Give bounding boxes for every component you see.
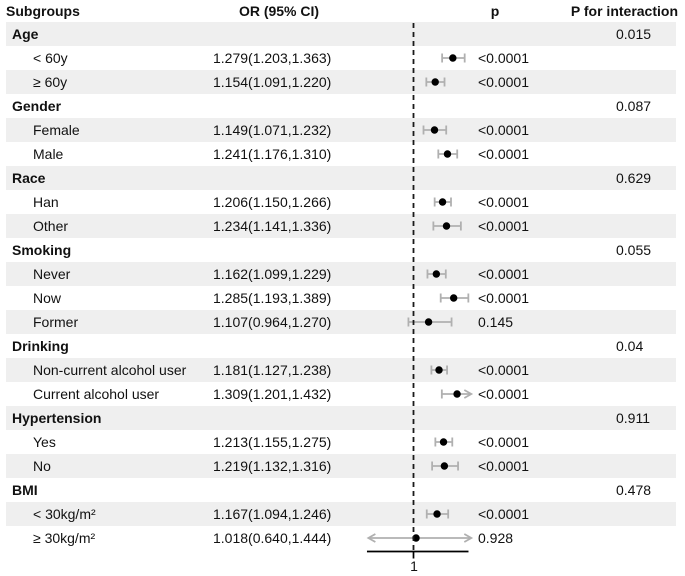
table-row: Non-current alcohol user 1.181(1.127,1.23… [0, 358, 685, 382]
table-row: Male 1.241(1.176,1.310) <0.0001 [0, 142, 685, 166]
row-p-value: <0.0001 [478, 74, 529, 90]
row-p-interaction: 0.015 [616, 26, 652, 42]
row-p-value: 0.928 [478, 530, 514, 546]
row-p-value: <0.0001 [478, 146, 529, 162]
row-p-interaction: 0.087 [616, 98, 652, 114]
row-label: Hypertension [12, 410, 102, 426]
table-row: Current alcohol user 1.309(1.201,1.432) <0… [0, 382, 685, 406]
row-or-ci: 1.241(1.176,1.310) [213, 146, 332, 162]
row-label: < 30kg/m² [33, 506, 96, 522]
table-row: Han 1.206(1.150,1.266) <0.0001 [0, 190, 685, 214]
table-row: BMI 0.478 [0, 478, 685, 502]
header-or-ci: OR (95% CI) [238, 3, 320, 19]
row-or-ci: 1.107(0.964,1.270) [213, 314, 332, 330]
row-or-ci: 1.154(1.091,1.220) [213, 74, 332, 90]
row-band [6, 214, 676, 238]
table-row: < 60y 1.279(1.203,1.363) <0.0001 [0, 46, 685, 70]
row-p-value: <0.0001 [478, 386, 529, 402]
table-row: < 30kg/m² 1.167(1.094,1.246) <0.0001 [0, 502, 685, 526]
row-or-ci: 1.234(1.141,1.336) [213, 218, 332, 234]
axis-ref-label: 1 [410, 558, 418, 574]
row-band [6, 70, 676, 94]
row-p-value: <0.0001 [478, 122, 529, 138]
row-p-value: <0.0001 [478, 458, 529, 474]
row-label: Female [33, 122, 80, 138]
table-row: Former 1.107(0.964,1.270) 0.145 [0, 310, 685, 334]
row-p-interaction: 0.04 [616, 338, 644, 354]
row-label: ≥ 60y [33, 74, 68, 90]
table-row: Female 1.149(1.071,1.232) <0.0001 [0, 118, 685, 142]
row-or-ci: 1.206(1.150,1.266) [213, 194, 332, 210]
table-row: Yes 1.213(1.155,1.275) <0.0001 [0, 430, 685, 454]
row-band [6, 166, 676, 190]
row-p-value: 0.145 [478, 314, 514, 330]
row-label: No [33, 458, 51, 474]
row-or-ci: 1.285(1.193,1.389) [213, 290, 332, 306]
table-row: No 1.219(1.132,1.316) <0.0001 [0, 454, 685, 478]
row-label: Current alcohol user [33, 386, 160, 402]
row-band [6, 358, 676, 382]
row-band [6, 406, 676, 430]
table-row: Smoking 0.055 [0, 238, 685, 262]
row-label: Age [12, 26, 39, 42]
row-p-interaction: 0.911 [616, 410, 650, 426]
row-band [6, 454, 676, 478]
table-row: Other 1.234(1.141,1.336) <0.0001 [0, 214, 685, 238]
row-band [6, 262, 676, 286]
row-label: Former [33, 314, 79, 330]
row-label: Never [33, 266, 71, 282]
table-header: Subgroups OR (95% CI) p P for interactio… [0, 0, 685, 22]
row-or-ci: 1.213(1.155,1.275) [213, 434, 332, 450]
row-label: Non-current alcohol user [33, 362, 187, 378]
row-p-interaction: 0.478 [616, 482, 652, 498]
table-row: Hypertension 0.911 [0, 406, 685, 430]
row-label: Han [33, 194, 59, 210]
row-label: Now [33, 290, 62, 306]
row-label: Male [33, 146, 64, 162]
table-row: ≥ 60y 1.154(1.091,1.220) <0.0001 [0, 70, 685, 94]
row-or-ci: 1.167(1.094,1.246) [213, 506, 332, 522]
row-label: BMI [12, 482, 38, 498]
row-p-value: <0.0001 [478, 434, 529, 450]
row-or-ci: 1.018(0.640,1.444) [213, 530, 332, 546]
row-p-value: <0.0001 [478, 194, 529, 210]
header-p-interaction: P for interaction [570, 3, 678, 19]
table-row: Now 1.285(1.193,1.389) <0.0001 [0, 286, 685, 310]
row-or-ci: 1.162(1.099,1.229) [213, 266, 332, 282]
header-subgroups: Subgroups [6, 3, 80, 19]
row-p-value: <0.0001 [478, 50, 529, 66]
row-p-value: <0.0001 [478, 218, 529, 234]
row-label: Drinking [12, 338, 69, 354]
table-row: Gender 0.087 [0, 94, 685, 118]
row-label: ≥ 30kg/m² [33, 530, 96, 546]
row-p-interaction: 0.629 [616, 170, 652, 186]
table-row: Never 1.162(1.099,1.229) <0.0001 [0, 262, 685, 286]
row-or-ci: 1.219(1.132,1.316) [213, 458, 332, 474]
row-band [6, 310, 676, 334]
row-or-ci: 1.181(1.127,1.238) [213, 362, 332, 378]
row-label: Race [12, 170, 46, 186]
row-p-value: <0.0001 [478, 266, 529, 282]
table-row: Age 0.015 [0, 22, 685, 46]
row-label: Other [33, 218, 69, 234]
row-band [6, 22, 676, 46]
row-band [6, 118, 676, 142]
table-row: ≥ 30kg/m² 1.018(0.640,1.444) 0.928 [0, 526, 685, 550]
row-p-value: <0.0001 [478, 506, 529, 522]
row-p-value: <0.0001 [478, 362, 529, 378]
row-label: Gender [12, 98, 62, 114]
row-or-ci: 1.309(1.201,1.432) [213, 386, 332, 402]
row-label: < 60y [33, 50, 68, 66]
table-row: Race 0.629 [0, 166, 685, 190]
table-row: Drinking 0.04 [0, 334, 685, 358]
row-label: Smoking [12, 242, 72, 258]
row-or-ci: 1.149(1.071,1.232) [213, 122, 332, 138]
header-p: p [490, 3, 500, 19]
row-p-interaction: 0.055 [616, 242, 652, 258]
row-label: Yes [33, 434, 56, 450]
row-or-ci: 1.279(1.203,1.363) [213, 50, 332, 66]
row-p-value: <0.0001 [478, 290, 529, 306]
row-band [6, 502, 676, 526]
